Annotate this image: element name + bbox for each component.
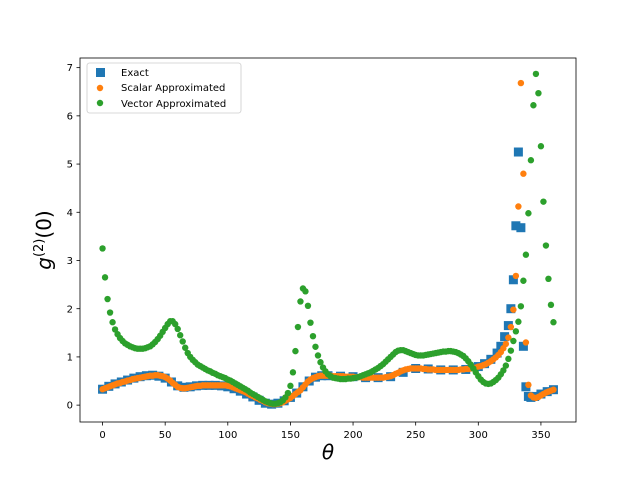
vector-approximated-point bbox=[505, 355, 512, 363]
legend-box bbox=[86, 62, 242, 114]
vector-approximated-point bbox=[317, 359, 324, 366]
x-axis-label: θ bbox=[322, 440, 334, 464]
legend: Exact Scalar Approximated Vector Approxi… bbox=[86, 62, 242, 114]
scalar-approximated-point bbox=[515, 203, 522, 210]
scalar-approximated-point bbox=[517, 79, 525, 87]
vector-approximated-point bbox=[284, 389, 292, 397]
y-tick-label: 7 bbox=[67, 63, 73, 74]
vector-approximated-point bbox=[314, 352, 322, 359]
x-tick-label: 250 bbox=[406, 430, 425, 441]
vector-approximated-point bbox=[507, 347, 515, 354]
vector-approximated-point bbox=[297, 298, 304, 305]
x-axis: 0 50 100 150 200 250 300 350 bbox=[99, 422, 550, 441]
vector-approximated-point bbox=[106, 309, 114, 316]
vector-approximated-point bbox=[307, 319, 314, 326]
scalar-approximated-point bbox=[550, 386, 557, 393]
vector-approximated-point bbox=[502, 362, 510, 369]
series-vector-approximated bbox=[99, 70, 557, 407]
y-axis-label-superscript: (2) bbox=[32, 239, 47, 257]
vector-approximated-point bbox=[510, 337, 517, 345]
x-tick-label: 350 bbox=[531, 430, 550, 441]
plot-frame bbox=[79, 57, 577, 423]
scalar-approximated-point bbox=[512, 272, 520, 280]
scalar-approximated-point bbox=[520, 170, 527, 177]
x-tick-label: 150 bbox=[281, 430, 300, 441]
vector-approximated-point bbox=[177, 332, 184, 339]
vector-approximated-point bbox=[182, 344, 189, 351]
vector-approximated-point bbox=[520, 277, 527, 284]
y-tick-label: 6 bbox=[67, 111, 73, 122]
vector-approximated-point bbox=[517, 303, 525, 310]
vector-approximated-point bbox=[312, 343, 319, 350]
vector-approximated-point bbox=[532, 70, 540, 78]
y-tick-label: 4 bbox=[67, 208, 73, 219]
vector-approximated-point bbox=[545, 275, 552, 283]
legend-label-scalar: Scalar Approximated bbox=[121, 83, 225, 94]
vector-approximated-point bbox=[289, 369, 297, 376]
vector-approximated-point bbox=[179, 338, 186, 345]
y-tick-label: 5 bbox=[67, 160, 73, 171]
vector-approximated-point bbox=[111, 326, 119, 333]
y-axis-label: g(2)(0) bbox=[32, 210, 56, 269]
y-axis: 0 1 2 3 4 5 6 7 bbox=[67, 63, 80, 412]
exact-point bbox=[516, 223, 526, 233]
vector-approximated-point bbox=[530, 102, 537, 109]
vector-approximated-point bbox=[171, 320, 179, 328]
vector-approximated-point bbox=[522, 251, 530, 258]
y-tick-label: 2 bbox=[67, 304, 73, 315]
scalar-approximated-point bbox=[502, 340, 510, 348]
vector-approximated-point bbox=[537, 143, 545, 150]
vector-approximated-point bbox=[302, 288, 309, 295]
legend-label-vector: Vector Approximated bbox=[121, 99, 226, 110]
scalar-approximated-point bbox=[522, 339, 530, 346]
legend-label-exact: Exact bbox=[121, 68, 149, 79]
x-tick-label: 50 bbox=[159, 430, 172, 441]
x-tick-label: 100 bbox=[218, 430, 237, 441]
vector-approximated-point bbox=[294, 323, 302, 331]
legend-marker-vector bbox=[96, 99, 104, 107]
vector-approximated-point bbox=[542, 242, 550, 249]
y-tick-label: 0 bbox=[67, 401, 73, 412]
vector-approximated-point bbox=[99, 245, 106, 252]
vector-approximated-point bbox=[550, 319, 557, 326]
x-tick-label: 300 bbox=[469, 430, 488, 441]
vector-approximated-point bbox=[500, 367, 507, 374]
scalar-approximated-point bbox=[525, 381, 532, 389]
exact-point bbox=[508, 275, 518, 285]
x-tick-label: 200 bbox=[344, 430, 363, 441]
vector-approximated-point bbox=[547, 301, 555, 309]
y-axis-label-base: g bbox=[32, 257, 56, 270]
y-tick-label: 1 bbox=[67, 353, 73, 364]
vector-approximated-point bbox=[101, 274, 109, 281]
legend-marker-exact bbox=[96, 68, 105, 77]
legend-marker-scalar bbox=[96, 84, 104, 92]
vector-approximated-point bbox=[174, 325, 181, 333]
vector-approximated-point bbox=[104, 295, 111, 303]
vector-approximated-point bbox=[527, 157, 535, 164]
vector-approximated-point bbox=[512, 328, 520, 335]
vector-approximated-point bbox=[292, 347, 299, 355]
y-tick-label: 3 bbox=[67, 256, 73, 267]
vector-approximated-point bbox=[525, 210, 532, 217]
vector-approximated-point bbox=[515, 318, 522, 325]
x-tick-label: 0 bbox=[99, 430, 105, 441]
scalar-approximated-point bbox=[510, 306, 517, 313]
vector-approximated-point bbox=[540, 198, 547, 205]
vector-approximated-point bbox=[309, 332, 317, 340]
vector-approximated-point bbox=[109, 319, 116, 326]
scalar-approximated-point bbox=[505, 334, 512, 341]
vector-approximated-point bbox=[535, 89, 542, 97]
vector-approximated-point bbox=[287, 382, 294, 390]
y-axis-label-argument: (0) bbox=[32, 210, 56, 238]
svg-text:g(2)(0): g(2)(0) bbox=[32, 210, 56, 269]
exact-point bbox=[500, 332, 510, 342]
exact-point bbox=[518, 341, 528, 351]
scalar-approximated-point bbox=[507, 323, 515, 331]
exact-point bbox=[511, 221, 521, 231]
vector-approximated-point bbox=[304, 302, 312, 310]
exact-point bbox=[513, 147, 523, 157]
